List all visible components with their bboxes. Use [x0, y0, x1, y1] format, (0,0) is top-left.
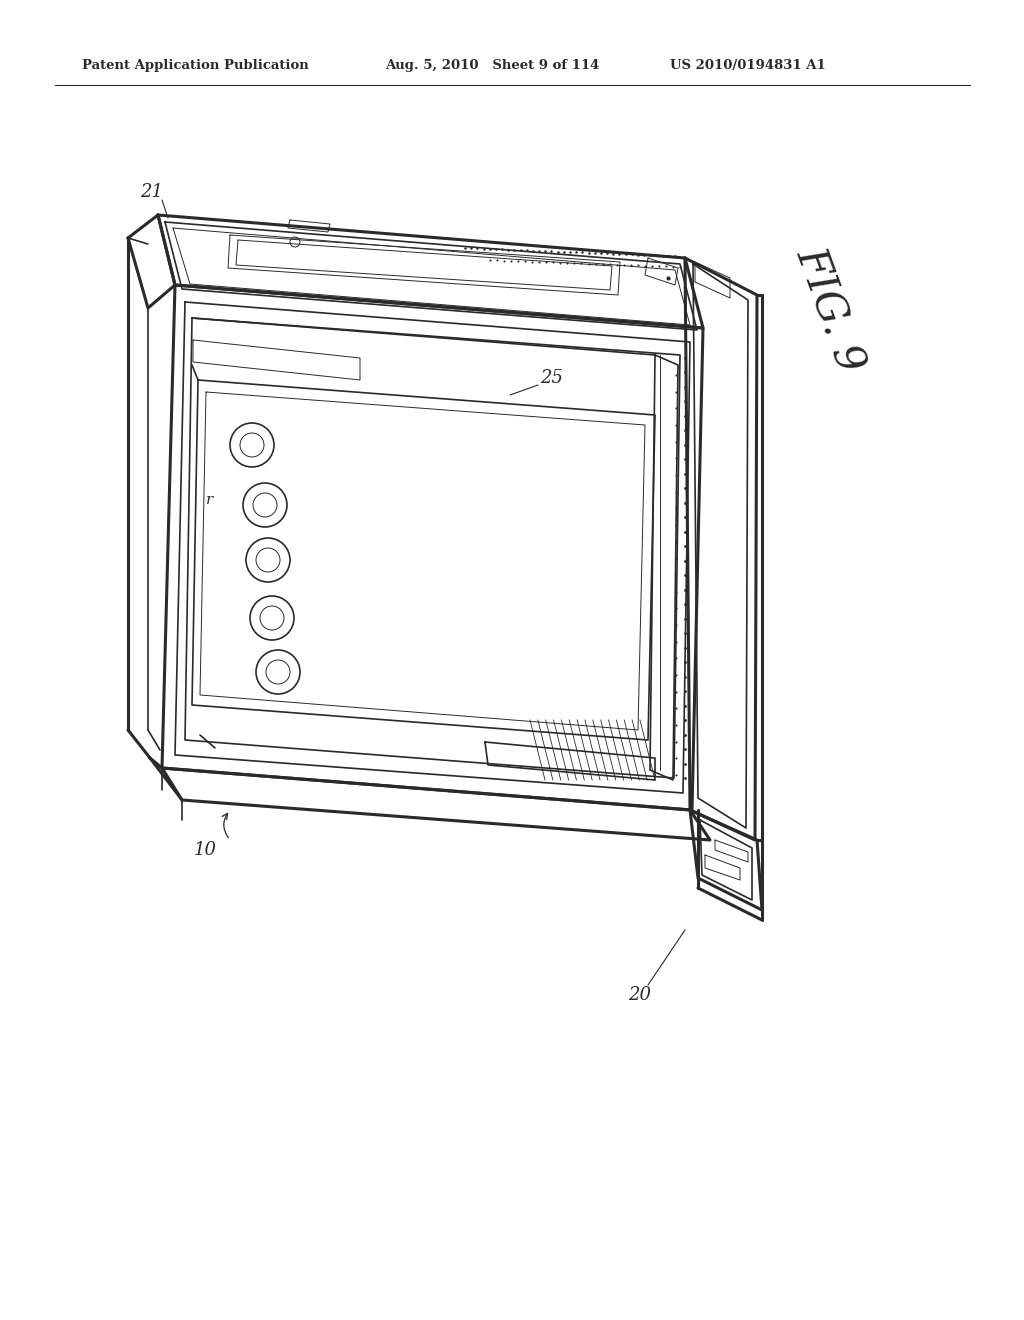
Text: 20: 20 [629, 986, 651, 1005]
Text: 21: 21 [140, 183, 164, 201]
Text: Patent Application Publication: Patent Application Publication [82, 58, 309, 71]
Text: r: r [207, 492, 214, 507]
Text: US 2010/0194831 A1: US 2010/0194831 A1 [670, 58, 825, 71]
Text: 10: 10 [194, 841, 216, 859]
Text: Aug. 5, 2010   Sheet 9 of 114: Aug. 5, 2010 Sheet 9 of 114 [385, 58, 599, 71]
Text: 25: 25 [540, 370, 563, 387]
Text: FIG. 9: FIG. 9 [788, 242, 872, 379]
